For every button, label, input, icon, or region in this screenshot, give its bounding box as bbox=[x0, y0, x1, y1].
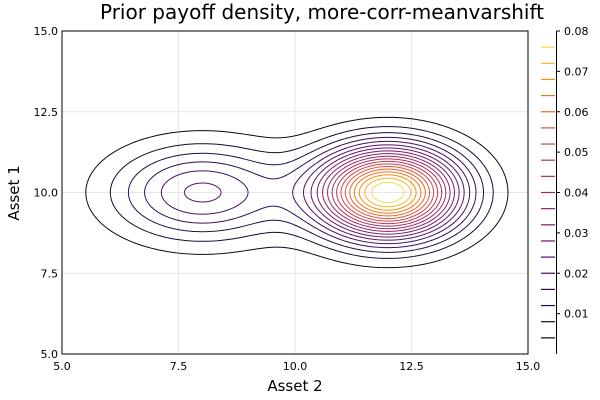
contour-line bbox=[327, 155, 447, 230]
colorbar-tick-label: 0.06 bbox=[564, 106, 589, 119]
contour-line bbox=[85, 116, 509, 269]
y-tick-label: 15.0 bbox=[34, 25, 59, 38]
plot-frame bbox=[61, 30, 529, 355]
contour-line bbox=[127, 132, 485, 253]
contour-line bbox=[344, 165, 431, 220]
x-axis-label: Asset 2 bbox=[267, 377, 322, 395]
colorbar-tick-label: 0.04 bbox=[564, 187, 589, 200]
y-tick-labels: 5.0 7.5 10.0 12.5 15.0 bbox=[34, 25, 59, 361]
grid-layer bbox=[61, 30, 529, 355]
colorbar-tick-label: 0.01 bbox=[564, 308, 589, 321]
contour-line bbox=[364, 177, 412, 208]
contour-line bbox=[340, 163, 435, 222]
colorbar: 0.01 0.02 0.03 0.04 0.05 0.06 0.07 0.08 bbox=[541, 25, 589, 354]
contour-line bbox=[358, 174, 417, 211]
y-tick-label: 10.0 bbox=[34, 187, 59, 200]
colorbar-tick-label: 0.02 bbox=[564, 267, 589, 280]
contour-line bbox=[353, 171, 422, 214]
colorbar-tick-label: 0.08 bbox=[564, 25, 589, 38]
x-tick-label: 12.5 bbox=[399, 360, 424, 373]
contour-line bbox=[183, 144, 465, 241]
contour-line bbox=[310, 147, 460, 238]
colorbar-tick-label: 0.07 bbox=[564, 65, 589, 78]
contour-line bbox=[371, 181, 405, 204]
colorbar-tick-label: 0.03 bbox=[564, 227, 589, 240]
chart-title: Prior payoff density, more-corr-meanvars… bbox=[100, 0, 544, 24]
y-axis-label: Asset 1 bbox=[5, 165, 23, 220]
contour-line bbox=[316, 150, 455, 235]
contour-line bbox=[160, 140, 471, 245]
contour-line bbox=[349, 168, 426, 217]
colorbar-tick-label: 0.05 bbox=[564, 146, 589, 159]
contour-line bbox=[322, 153, 451, 232]
contour-line bbox=[144, 136, 477, 249]
contour-line bbox=[331, 158, 443, 227]
contour-layer bbox=[85, 116, 509, 269]
x-tick-label: 5.0 bbox=[53, 360, 71, 373]
contour-line bbox=[336, 160, 439, 225]
y-tick-label: 5.0 bbox=[41, 348, 59, 361]
y-tick-label: 12.5 bbox=[34, 106, 59, 119]
x-tick-labels: 5.0 7.5 10.0 12.5 15.0 bbox=[53, 360, 540, 373]
x-tick-label: 10.0 bbox=[283, 360, 308, 373]
contour-line bbox=[109, 126, 494, 259]
x-tick-label: 7.5 bbox=[170, 360, 188, 373]
y-tick-label: 7.5 bbox=[41, 267, 59, 280]
x-tick-label: 15.0 bbox=[516, 360, 541, 373]
